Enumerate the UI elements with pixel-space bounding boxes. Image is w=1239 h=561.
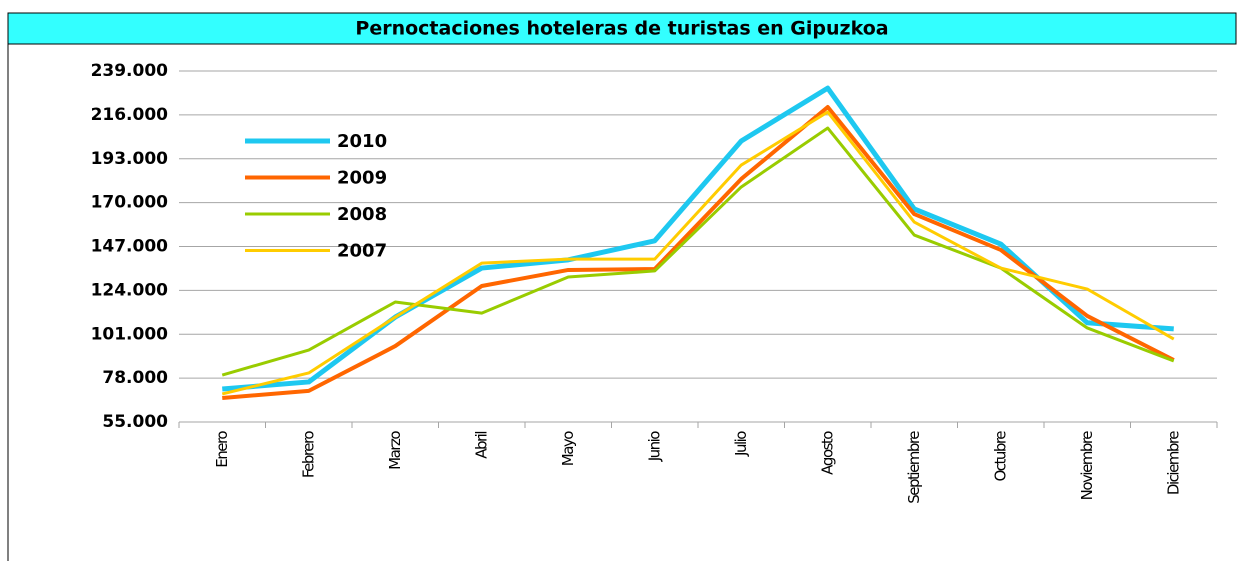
- legend-label: 2010: [337, 131, 387, 152]
- x-tick-label: Octubre: [991, 431, 1009, 482]
- legend-label: 2008: [337, 204, 387, 225]
- y-tick-label: 124.000: [91, 280, 169, 300]
- y-tick-label: 193.000: [91, 149, 169, 169]
- x-tick-label: Junio: [645, 431, 663, 463]
- legend-label: 2007: [337, 241, 387, 262]
- title-bar: [7, 12, 1237, 45]
- y-tick-label: 101.000: [91, 324, 169, 344]
- y-tick-label: 147.000: [91, 237, 169, 257]
- x-tick-label: Julio: [732, 431, 750, 457]
- x-tick-label: Noviembre: [1078, 431, 1096, 501]
- series-line: [222, 105, 1175, 400]
- y-tick-label: 239.000: [91, 61, 169, 81]
- x-tick-label: Mayo: [559, 431, 577, 467]
- series-line: [221, 126, 1175, 377]
- y-tick-label: 216.000: [91, 105, 169, 125]
- x-tick-label: Enero: [213, 431, 231, 468]
- series-line: [221, 110, 1175, 396]
- chart-title: Pernoctaciones hoteleras de turistas en …: [355, 18, 888, 40]
- x-tick-label: Septiembre: [905, 431, 923, 504]
- x-tick-label: Marzo: [386, 431, 404, 470]
- x-tick-label: Agosto: [818, 431, 836, 475]
- y-tick-label: 55.000: [102, 412, 168, 432]
- x-tick-label: Diciembre: [1164, 431, 1182, 495]
- y-tick-label: 78.000: [102, 368, 168, 388]
- x-tick-label: Febrero: [299, 431, 317, 478]
- y-tick-label: 170.000: [91, 193, 169, 213]
- legend-label: 2009: [337, 168, 387, 189]
- x-tick-label: Abril: [472, 432, 490, 459]
